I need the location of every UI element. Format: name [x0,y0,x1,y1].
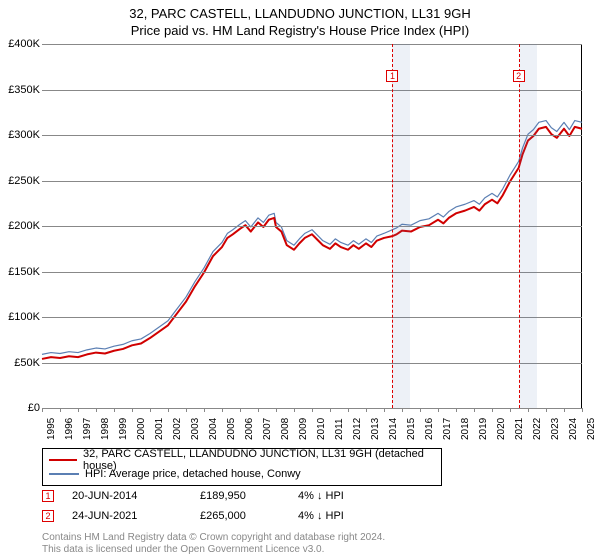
x-tick-mark [96,408,97,412]
x-tick-mark [186,408,187,412]
x-tick-mark [348,408,349,412]
footer-line-1: Contains HM Land Registry data © Crown c… [42,532,385,544]
y-gridline [42,44,582,45]
y-gridline [42,363,582,364]
y-tick-label: £250K [0,175,40,187]
series-line-hpi [42,121,582,355]
x-tick-mark [510,408,511,412]
y-gridline [42,181,582,182]
transaction-date-1: 20-JUN-2014 [72,490,182,502]
x-tick-mark [456,408,457,412]
x-tick-mark [330,408,331,412]
transaction-date-2: 24-JUN-2021 [72,510,182,522]
y-tick-label: £400K [0,38,40,50]
x-tick-mark [78,408,79,412]
x-tick-mark [294,408,295,412]
transaction-marker-2: 2 [42,510,54,522]
x-tick-mark [528,408,529,412]
y-gridline [42,272,582,273]
x-tick-mark [474,408,475,412]
legend-row-1: 32, PARC CASTELL, LLANDUDNO JUNCTION, LL… [49,453,435,467]
x-tick-mark [402,408,403,412]
y-tick-label: £100K [0,311,40,323]
series-line-property [42,127,582,359]
y-tick-label: £200K [0,220,40,232]
legend-label-hpi: HPI: Average price, detached house, Conw… [85,468,301,480]
x-tick-mark [258,408,259,412]
title-line-2: Price paid vs. HM Land Registry's House … [0,23,600,38]
x-tick-mark [60,408,61,412]
x-tick-mark [312,408,313,412]
x-tick-mark [150,408,151,412]
transaction-pct-2: 4% ↓ HPI [298,510,344,522]
y-tick-label: £350K [0,84,40,96]
x-tick-mark [564,408,565,412]
y-tick-label: £300K [0,129,40,141]
event-dashed-line [519,44,520,408]
x-tick-mark [222,408,223,412]
x-tick-mark [366,408,367,412]
event-marker: 2 [513,70,525,82]
x-tick-mark [276,408,277,412]
title-line-1: 32, PARC CASTELL, LLANDUDNO JUNCTION, LL… [0,6,600,21]
x-tick-mark [420,408,421,412]
x-tick-mark [582,408,583,412]
x-tick-mark [168,408,169,412]
y-gridline [42,226,582,227]
footer-attribution: Contains HM Land Registry data © Crown c… [42,532,385,556]
shaded-band [519,44,537,408]
footer-line-2: This data is licensed under the Open Gov… [42,544,385,556]
x-tick-mark [384,408,385,412]
y-gridline [42,135,582,136]
transaction-row-1: 1 20-JUN-2014 £189,950 4% ↓ HPI [42,490,344,502]
transaction-pct-1: 4% ↓ HPI [298,490,344,502]
y-gridline [42,317,582,318]
x-tick-mark [114,408,115,412]
shaded-band [392,44,410,408]
x-tick-mark [204,408,205,412]
legend-swatch-property [49,459,77,462]
transaction-price-2: £265,000 [200,510,280,522]
transaction-marker-1: 1 [42,490,54,502]
y-tick-label: £150K [0,266,40,278]
x-tick-mark [42,408,43,412]
x-tick-mark [438,408,439,412]
transaction-row-2: 2 24-JUN-2021 £265,000 4% ↓ HPI [42,510,344,522]
x-tick-mark [492,408,493,412]
event-marker: 1 [386,70,398,82]
y-tick-label: £50K [0,357,40,369]
y-tick-label: £0 [0,402,40,414]
transaction-price-1: £189,950 [200,490,280,502]
x-tick-mark [132,408,133,412]
event-dashed-line [392,44,393,408]
line-chart-svg [42,45,582,409]
legend: 32, PARC CASTELL, LLANDUDNO JUNCTION, LL… [42,448,442,486]
legend-swatch-hpi [49,473,79,475]
x-tick-mark [240,408,241,412]
x-tick-mark [546,408,547,412]
y-gridline [42,90,582,91]
chart-title: 32, PARC CASTELL, LLANDUDNO JUNCTION, LL… [0,0,600,38]
